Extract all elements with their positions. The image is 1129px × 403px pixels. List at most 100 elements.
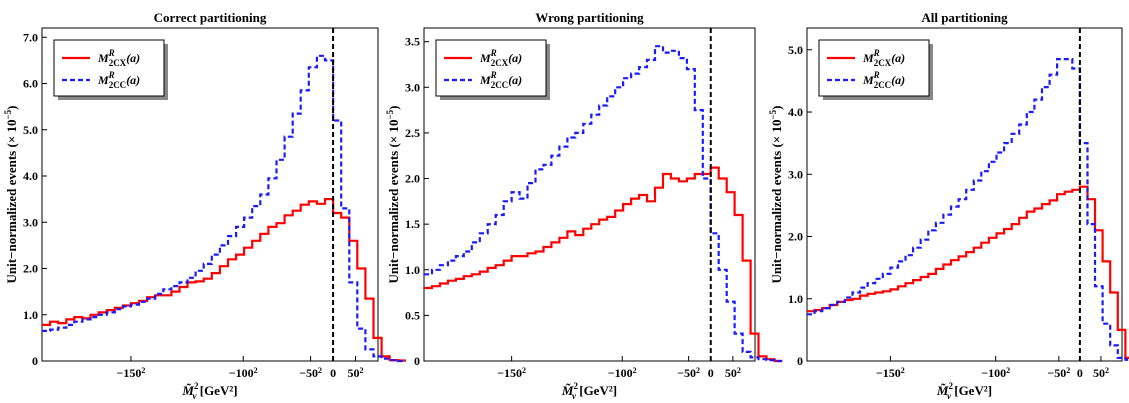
x-tick-label: 502 — [725, 366, 741, 381]
x-axis-subscript: v — [572, 391, 577, 401]
x-axis-label: M̃2 v [GeV²] — [181, 381, 237, 401]
legend-symbol: M — [479, 51, 491, 65]
legend-superscript: R — [873, 70, 880, 80]
x-tick-exponent: 2 — [737, 366, 741, 375]
x-tick-label: −1002 — [608, 366, 637, 381]
series-line-cx — [807, 185, 1129, 359]
legend-symbol: M — [97, 73, 109, 87]
x-axis-unit: [GeV²] — [951, 383, 992, 398]
x-axis-symbol: M̃ — [936, 383, 949, 398]
x-tick-label: −502 — [1047, 366, 1070, 381]
plot-frame — [423, 27, 756, 362]
x-tick-base: −50 — [1047, 366, 1066, 380]
x-axis-superscript: 2 — [194, 381, 199, 391]
legend-subscript: 2CC — [109, 80, 127, 90]
x-tick-label: −502 — [299, 366, 322, 381]
legend-symbol: M — [862, 51, 874, 65]
legend-symbol: M — [97, 51, 109, 65]
series-line-cx — [42, 198, 406, 362]
y-tick-label: 0.5 — [405, 308, 420, 322]
x-axis-symbol: M̃ — [561, 383, 574, 398]
x-tick-base: −50 — [299, 366, 318, 380]
series-line-cx — [424, 166, 783, 363]
legend-symbol: M — [862, 73, 874, 87]
legend-symbol: M — [479, 73, 491, 87]
y-axis-close: ) — [769, 106, 784, 110]
x-tick-label: −1002 — [229, 366, 258, 381]
y-axis-text: Unit−normalized events (× 10 — [769, 120, 784, 284]
x-tick-label: 0 — [330, 366, 336, 380]
x-axis-subscript: v — [192, 391, 197, 401]
y-tick-label: 0 — [32, 354, 38, 368]
y-axis-exponent: −5 — [3, 109, 13, 119]
legend-argument: (a) — [508, 51, 522, 65]
y-tick-label: 2.5 — [405, 126, 420, 140]
x-tick-base: −150 — [497, 366, 522, 380]
legend-argument: (a) — [126, 51, 140, 65]
series-line-cc — [42, 54, 406, 363]
x-tick-base: −100 — [229, 366, 254, 380]
y-axis-label: Unit−normalized events (× 10−5) — [3, 106, 19, 284]
chart-title: Correct partitioning — [154, 10, 267, 25]
x-axis-label: M̃2 v [GeV²] — [936, 381, 992, 401]
legend-superscript: R — [490, 70, 497, 80]
y-tick-label: 2.0 — [788, 230, 803, 244]
legend-box — [53, 39, 165, 97]
series-line-cc — [807, 58, 1129, 361]
chart-panel-1: Correct partitioning 0 1.0 2.0 3.0 4.0 5.0 6.0 7… — [3, 10, 406, 401]
x-tick-base: −50 — [677, 366, 696, 380]
legend-argument: (a) — [126, 73, 140, 87]
legend-entry-cx: MR 2CX(a) — [97, 48, 140, 68]
legend-argument: (a) — [891, 73, 905, 87]
x-tick-label: 0 — [1077, 366, 1083, 380]
y-axis-label: Unit−normalized events (× 10−5) — [385, 106, 401, 284]
x-axis-unit: [GeV²] — [576, 383, 617, 398]
y-tick-label: 1.0 — [23, 308, 38, 322]
x-tick-exponent: 2 — [1006, 366, 1010, 375]
y-axis-text: Unit−normalized events (× 10 — [4, 120, 19, 284]
x-tick-label: 0 — [708, 366, 714, 380]
x-tick-exponent: 2 — [254, 366, 258, 375]
x-tick-base: −150 — [876, 366, 901, 380]
legend-subscript: 2CX — [109, 58, 127, 68]
chart-title: Wrong partitioning — [535, 10, 644, 25]
legend-entry-cc: MR 2CC(a) — [862, 70, 905, 90]
x-tick-base: 50 — [725, 366, 737, 380]
x-axis-symbol: M̃ — [181, 383, 194, 398]
x-tick-base: −100 — [981, 366, 1006, 380]
chart-title: All partitioning — [921, 10, 1008, 25]
x-tick-label: −1502 — [497, 366, 526, 381]
plot-frame — [41, 27, 379, 362]
x-tick-label: −502 — [677, 366, 700, 381]
legend-entry-cx: MR 2CX(a) — [479, 48, 522, 68]
legend-entry-cx: MR 2CX(a) — [862, 48, 905, 68]
y-tick-label: 1.0 — [405, 263, 420, 277]
y-tick-label: 3.0 — [405, 80, 420, 94]
y-tick-label: 4.0 — [23, 169, 38, 183]
y-tick-label: 1.0 — [788, 292, 803, 306]
x-tick-base: −150 — [117, 366, 142, 380]
legend-entry-cc: MR 2CC(a) — [479, 70, 522, 90]
legend-superscript: R — [108, 48, 115, 58]
y-tick-label: 6.0 — [23, 77, 38, 91]
y-tick-label: 5.0 — [23, 123, 38, 137]
x-tick-exponent: 2 — [360, 366, 364, 375]
x-tick-label: 502 — [348, 366, 364, 381]
chart-panel-2: Wrong partitioning 0 0.5 1.0 1.5 2.0 2.5 3.0 3.5… — [385, 10, 783, 401]
x-axis-label: M̃2 v [GeV²] — [561, 381, 617, 401]
legend-subscript: 2CX — [874, 58, 892, 68]
x-tick-base: 50 — [348, 366, 360, 380]
legend-subscript: 2CX — [491, 58, 509, 68]
y-tick-label: 3.5 — [405, 35, 420, 49]
x-axis-subscript: v — [947, 391, 952, 401]
legend-box — [435, 39, 547, 97]
y-tick-label: 3.0 — [23, 215, 38, 229]
x-axis-superscript: 2 — [948, 381, 953, 391]
x-tick-label: −1002 — [981, 366, 1010, 381]
x-tick-exponent: 2 — [1066, 366, 1070, 375]
y-axis-text: Unit−normalized events (× 10 — [386, 120, 401, 284]
x-axis-superscript: 2 — [573, 381, 578, 391]
legend-argument: (a) — [508, 73, 522, 87]
x-tick-exponent: 2 — [522, 366, 526, 375]
